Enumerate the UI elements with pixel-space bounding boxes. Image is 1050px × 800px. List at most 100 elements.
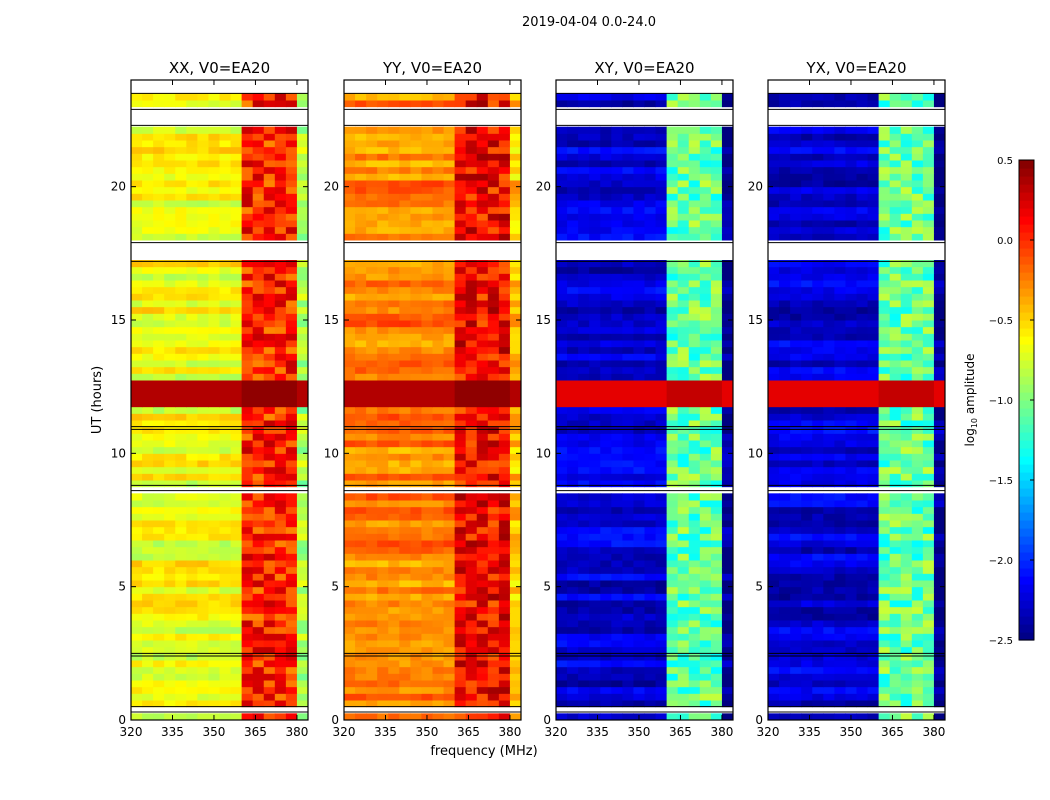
heatmap-cell — [498, 520, 511, 528]
heatmap-cell — [655, 533, 668, 541]
heatmap-cell — [296, 193, 309, 201]
heatmap-cell — [219, 260, 232, 268]
heatmap-cell — [487, 533, 500, 541]
heatmap-cell — [509, 600, 522, 608]
heatmap-cell — [498, 373, 511, 381]
heatmap-cell — [131, 353, 143, 361]
heatmap-cell — [721, 346, 734, 354]
heatmap-cell — [388, 433, 400, 441]
heatmap-cell — [410, 326, 422, 334]
heatmap-cell — [219, 460, 232, 468]
heatmap-cell — [410, 453, 422, 461]
heatmap-cell — [263, 233, 276, 241]
heatmap-cell — [454, 273, 467, 281]
heatmap-cell — [377, 626, 389, 634]
heatmap-cell — [344, 660, 356, 668]
heatmap-cell — [241, 520, 254, 528]
heatmap-cell — [443, 393, 456, 401]
heatmap-cell — [922, 660, 935, 668]
heatmap-cell — [922, 613, 935, 621]
heatmap-cell — [377, 673, 389, 681]
heatmap-cell — [666, 646, 679, 654]
heatmap-cell — [263, 280, 276, 288]
heatmap-cell — [421, 413, 433, 421]
heatmap-cell — [611, 406, 623, 414]
heatmap-cell — [241, 173, 254, 181]
heatmap-cell — [823, 660, 835, 668]
heatmap-cell — [443, 540, 456, 548]
heatmap-cell — [688, 380, 701, 388]
heatmap-cell — [710, 386, 723, 394]
heatmap-cell — [241, 333, 254, 341]
heatmap-cell — [164, 633, 176, 641]
heatmap-cell — [922, 533, 935, 541]
heatmap-cell — [688, 480, 701, 488]
heatmap-cell — [399, 673, 411, 681]
heatmap-cell — [355, 160, 367, 168]
heatmap-cell — [688, 413, 701, 421]
heatmap-cell — [465, 613, 478, 621]
heatmap-cell — [230, 533, 243, 541]
heatmap-cell — [432, 520, 445, 528]
heatmap-cell — [366, 226, 378, 234]
heatmap-cell — [432, 586, 445, 594]
heatmap-cell — [845, 646, 857, 654]
heatmap-cell — [644, 126, 657, 134]
heatmap-cell — [208, 606, 220, 614]
heatmap-cell — [710, 680, 723, 688]
heatmap-cell — [296, 560, 309, 568]
heatmap-cell — [399, 493, 411, 501]
heatmap-cell — [285, 560, 298, 568]
heatmap-cell — [644, 153, 657, 161]
heatmap-cell — [153, 260, 165, 268]
heatmap-cell — [443, 433, 456, 441]
heatmap-cell — [834, 426, 846, 434]
heatmap-cell — [600, 133, 612, 141]
heatmap-cell — [153, 673, 165, 681]
heatmap-cell — [933, 433, 946, 441]
heatmap-cell — [410, 420, 422, 428]
heatmap-cell — [219, 180, 232, 188]
heatmap-cell — [142, 146, 154, 154]
heatmap-cell — [443, 220, 456, 228]
heatmap-cell — [567, 233, 579, 241]
heatmap-cell — [710, 446, 723, 454]
heatmap-cell — [388, 100, 400, 108]
heatmap-cell — [344, 300, 356, 308]
heatmap-cell — [355, 280, 367, 288]
heatmap-cell — [721, 393, 734, 401]
heatmap-cell — [911, 573, 924, 581]
heatmap-cell — [252, 546, 265, 554]
heatmap-cell — [355, 233, 367, 241]
heatmap-cell — [498, 393, 511, 401]
heatmap-cell — [285, 573, 298, 581]
heatmap-cell — [377, 160, 389, 168]
heatmap-cell — [900, 586, 913, 594]
heatmap-cell — [454, 333, 467, 341]
heatmap-cell — [164, 580, 176, 588]
heatmap-cell — [355, 213, 367, 221]
heatmap-cell — [388, 700, 400, 708]
heatmap-cell — [834, 713, 846, 721]
heatmap-cell — [153, 553, 165, 561]
heatmap-cell — [710, 360, 723, 368]
heatmap-cell — [366, 693, 378, 701]
heatmap-cell — [779, 413, 791, 421]
heatmap-cell — [410, 446, 422, 454]
heatmap-cell — [454, 566, 467, 574]
heatmap-cell — [432, 506, 445, 514]
heatmap-cell — [230, 313, 243, 321]
heatmap-cell — [677, 520, 690, 528]
heatmap-cell — [790, 586, 802, 594]
heatmap-cell — [900, 500, 913, 508]
heatmap-cell — [677, 620, 690, 628]
heatmap-cell — [153, 320, 165, 328]
heatmap-cell — [465, 473, 478, 481]
heatmap-cell — [388, 260, 400, 268]
heatmap-cell — [677, 680, 690, 688]
heatmap-cell — [834, 440, 846, 448]
heatmap-cell — [377, 553, 389, 561]
heatmap-cell — [933, 626, 946, 634]
heatmap-cell — [252, 440, 265, 448]
heatmap-cell — [699, 640, 712, 648]
